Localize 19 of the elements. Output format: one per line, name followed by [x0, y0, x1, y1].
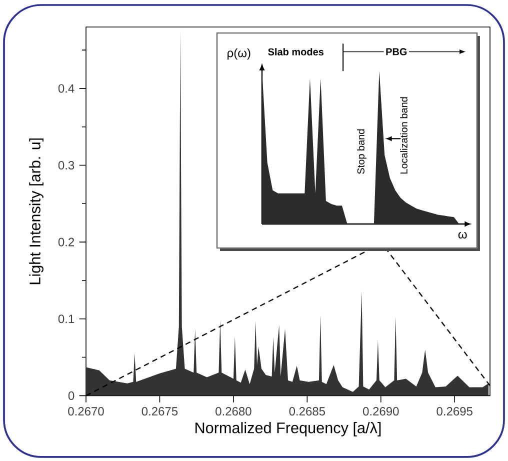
y-axis-title: Light Intensity [arb. u]	[29, 138, 44, 284]
y-tick-label: 0.2	[58, 238, 74, 246]
y-tick-label: 0.4	[58, 84, 74, 93]
x-tick-label: 0.2685	[289, 407, 326, 416]
x-tick-label: 0.2680	[216, 407, 252, 416]
annotation: Slab modes	[268, 48, 324, 56]
x-tick-label: 0.2670	[68, 407, 104, 416]
x-tick-label: 0.2695	[436, 407, 472, 416]
x-tick-label: 0.2675	[142, 407, 178, 416]
y-tick-label: 0.1	[58, 314, 74, 324]
x-axis-title: Normalized Frequency [a/λ]	[196, 422, 381, 436]
y-tick-label: 0	[68, 391, 74, 400]
annotation: PBG	[386, 48, 407, 56]
y-axis-title: ρ(ω)	[228, 48, 250, 60]
y-tick-label: 0.3	[58, 161, 74, 170]
x-axis-title: ω	[458, 232, 467, 239]
annotation: Stop band	[357, 129, 366, 174]
annotation: Localization band	[400, 97, 408, 174]
x-tick-label: 0.2690	[362, 407, 399, 416]
